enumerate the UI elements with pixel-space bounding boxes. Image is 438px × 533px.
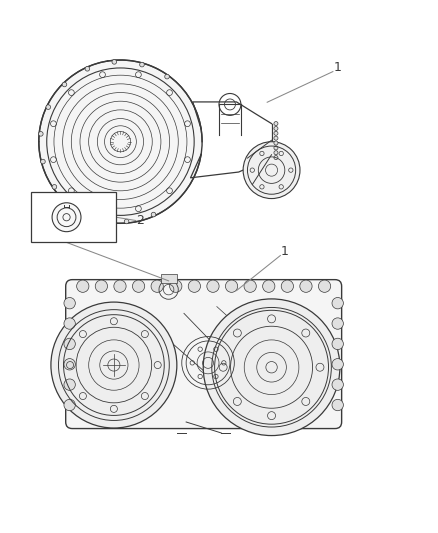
Circle shape [281, 280, 293, 292]
Circle shape [64, 399, 75, 411]
Circle shape [274, 156, 278, 159]
Circle shape [46, 105, 50, 109]
Circle shape [207, 280, 219, 292]
Circle shape [97, 216, 101, 221]
Circle shape [124, 219, 129, 224]
Circle shape [62, 82, 67, 87]
Circle shape [332, 338, 343, 350]
Circle shape [114, 280, 126, 292]
Circle shape [274, 146, 278, 150]
Circle shape [151, 280, 163, 292]
Circle shape [85, 67, 90, 71]
Circle shape [51, 302, 177, 428]
Text: 1: 1 [281, 245, 289, 257]
Circle shape [170, 280, 182, 292]
Circle shape [64, 318, 75, 329]
Circle shape [77, 280, 89, 292]
Bar [31, 192, 116, 243]
Circle shape [318, 280, 331, 292]
Circle shape [39, 132, 43, 136]
Bar [161, 274, 177, 283]
Circle shape [274, 151, 278, 155]
Circle shape [64, 297, 75, 309]
Circle shape [64, 379, 75, 390]
Circle shape [332, 297, 343, 309]
Circle shape [300, 280, 312, 292]
Circle shape [332, 379, 343, 390]
Circle shape [39, 60, 202, 223]
Circle shape [52, 203, 81, 232]
Circle shape [274, 122, 278, 126]
Circle shape [263, 280, 275, 292]
Circle shape [165, 74, 170, 79]
Text: 1: 1 [333, 61, 341, 74]
Circle shape [64, 338, 75, 350]
Circle shape [243, 142, 300, 199]
Circle shape [188, 280, 201, 292]
Circle shape [203, 299, 340, 435]
Circle shape [226, 280, 238, 292]
Circle shape [140, 62, 144, 67]
Circle shape [274, 141, 278, 145]
Circle shape [332, 359, 343, 370]
Circle shape [274, 126, 278, 131]
Circle shape [41, 159, 45, 164]
Circle shape [274, 131, 278, 135]
Circle shape [95, 280, 107, 292]
Circle shape [64, 359, 75, 370]
Circle shape [332, 399, 343, 411]
Circle shape [52, 184, 57, 189]
Text: 2: 2 [136, 214, 144, 227]
Circle shape [332, 318, 343, 329]
Circle shape [151, 212, 156, 217]
Circle shape [244, 280, 256, 292]
Circle shape [274, 136, 278, 140]
Circle shape [132, 280, 145, 292]
Circle shape [112, 60, 117, 64]
FancyBboxPatch shape [66, 280, 342, 429]
Circle shape [71, 205, 76, 209]
